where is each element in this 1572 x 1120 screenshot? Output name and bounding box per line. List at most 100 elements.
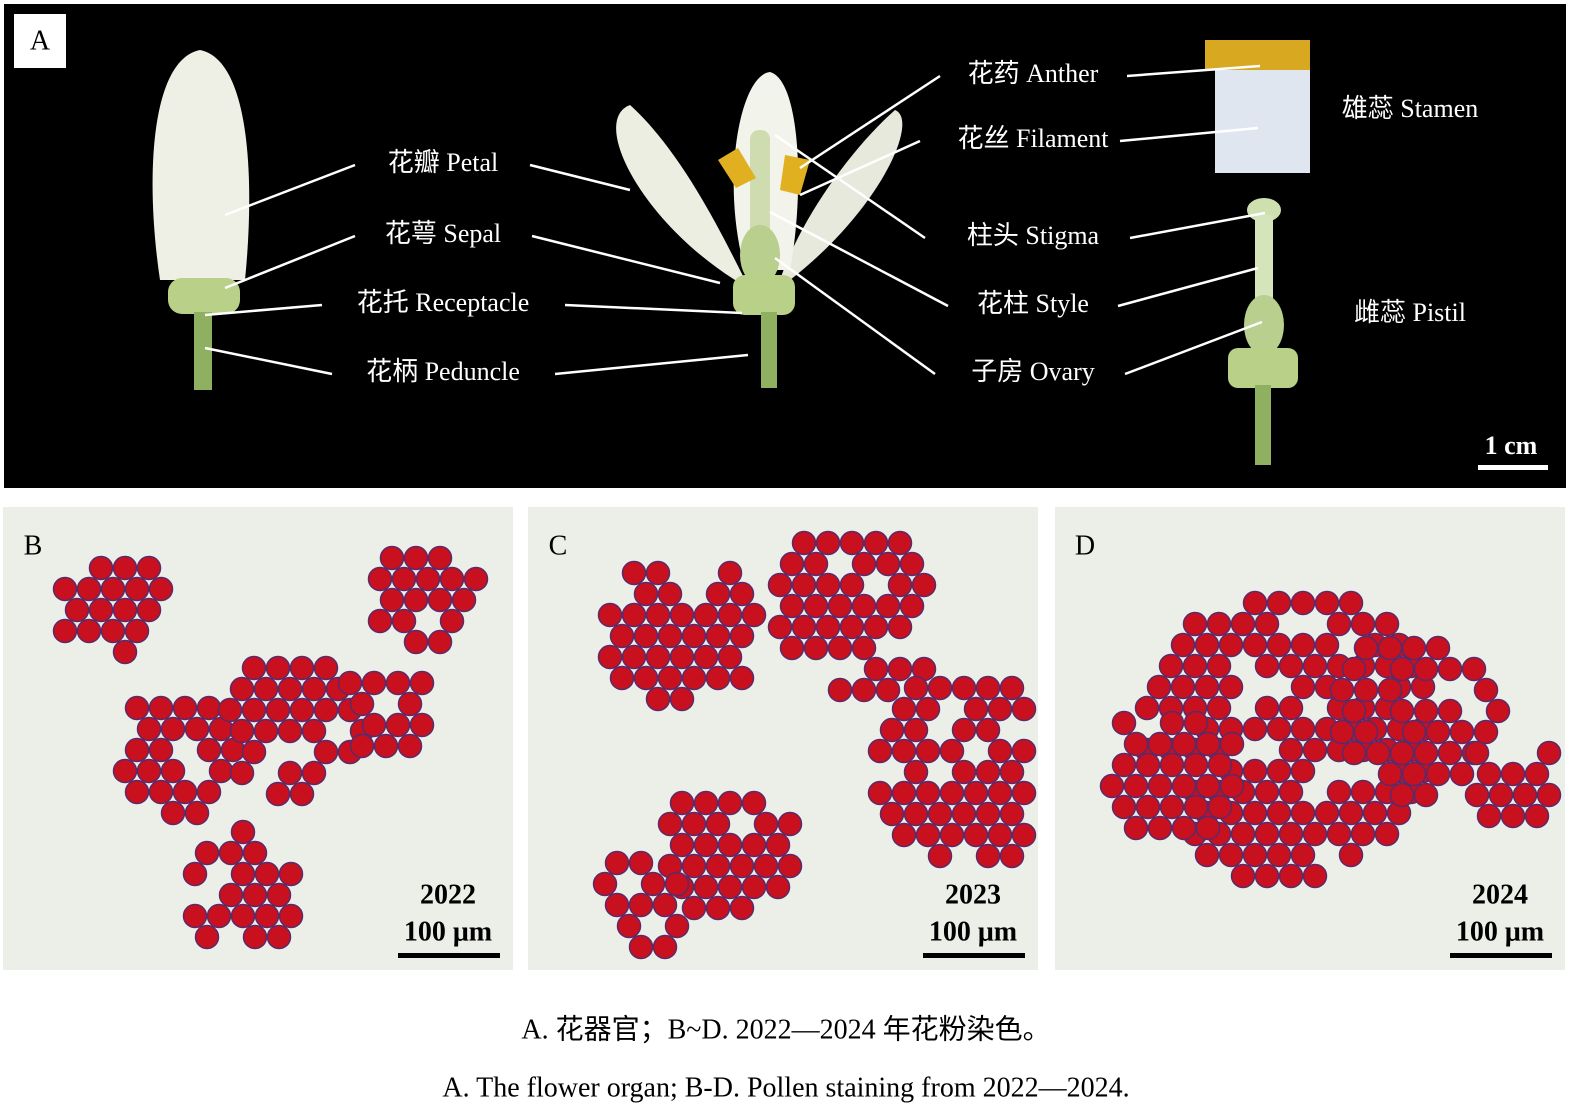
pollen-grain [633, 665, 659, 691]
pollen-grain [1278, 779, 1304, 805]
pollen-grain [1485, 698, 1511, 724]
pollen-grain [657, 811, 683, 837]
pollen-grain [705, 895, 731, 921]
pollen-grain [867, 780, 893, 806]
pollen-grain [218, 882, 244, 908]
pollen-grain [609, 665, 635, 691]
pollen-grain [160, 716, 186, 742]
pollen-grain [815, 530, 841, 556]
pollen-grain [915, 780, 941, 806]
pollen-grain [851, 551, 877, 577]
pollen-grain [1266, 716, 1292, 742]
pollen-grain [1011, 780, 1037, 806]
pollen-grain [669, 686, 695, 712]
pollen-grain [385, 670, 411, 696]
pollen-grain [975, 801, 1001, 827]
pollen-grain [633, 623, 659, 649]
pollen-grain [1476, 803, 1502, 829]
organ-label: 子房 Ovary [971, 357, 1094, 386]
organ-label: 雄蕊 Stamen [1342, 94, 1479, 123]
pollen-grain [230, 861, 256, 887]
pollen-grain [403, 545, 429, 571]
pollen-grain [1314, 800, 1340, 826]
pollen-grain [803, 593, 829, 619]
pollen-grain [439, 608, 465, 634]
scale-label: 1 cm [1485, 431, 1538, 460]
pollen-grain [1329, 677, 1355, 703]
pollen-grain [265, 781, 291, 807]
pollen-grain [621, 602, 647, 628]
scale-label: 100 μm [404, 916, 492, 947]
pollen-grain [1353, 677, 1379, 703]
pollen-grain [278, 903, 304, 929]
pollen-grain [1242, 842, 1268, 868]
pollen-grain [1524, 761, 1550, 787]
pollen-grain [1350, 821, 1376, 847]
pollen-grain [289, 781, 315, 807]
pollen-grain [839, 530, 865, 556]
pollen-grain [397, 691, 423, 717]
pollen-grain [112, 597, 138, 623]
pollen-grain [136, 716, 162, 742]
pollen-grain [1147, 773, 1173, 799]
pollen-grain [1425, 719, 1451, 745]
pollen-grain [827, 677, 853, 703]
pollen-grain [242, 924, 268, 950]
pollen-grain [903, 759, 929, 785]
pollen-grain [681, 853, 707, 879]
pollen-grain [100, 618, 126, 644]
organ-label: 花萼 Sepal [385, 219, 501, 248]
organ-label: 花柱 Style [977, 289, 1089, 318]
pollen-grain [1171, 815, 1197, 841]
pollen-grain [915, 738, 941, 764]
pollen-grain [899, 593, 925, 619]
pollen-grain [729, 895, 755, 921]
pollen-grain [1147, 731, 1173, 757]
pollen-grain [1230, 821, 1256, 847]
pollen-grain [1254, 653, 1280, 679]
pollen-grain [628, 934, 654, 960]
pollen-grain [148, 779, 174, 805]
pollen-grain [851, 677, 877, 703]
pollen-grain [427, 629, 453, 655]
pollen-grain [875, 677, 901, 703]
pollen-grain [1123, 731, 1149, 757]
pollen-grain [1413, 656, 1439, 682]
pollen-grain [657, 623, 683, 649]
pollen-grain [100, 576, 126, 602]
pollen-grain [1182, 653, 1208, 679]
pollen-grain [1278, 695, 1304, 721]
pollen-grain [1425, 635, 1451, 661]
pollen-grain [64, 597, 90, 623]
pollen-grain [975, 843, 1001, 869]
pollen-grain [1476, 761, 1502, 787]
pollen-grain [1377, 635, 1403, 661]
pollen-grain [136, 555, 162, 581]
pollen-grain [633, 581, 659, 607]
pollen-grain [903, 675, 929, 701]
pollen-grain [987, 696, 1013, 722]
pollen-grain [1326, 821, 1352, 847]
panel-label: B [24, 530, 43, 561]
pollen-grain [1389, 740, 1415, 766]
pollen-grain [194, 840, 220, 866]
pollen-grain [1242, 632, 1268, 658]
pollen-grain [229, 676, 255, 702]
pollen-grain [361, 670, 387, 696]
pollen-grain [124, 779, 150, 805]
pollen-grain [1158, 653, 1184, 679]
pollen-grain [741, 832, 767, 858]
pollen-grain [1170, 632, 1196, 658]
pollen-grain [1338, 590, 1364, 616]
pollen-grain [1278, 821, 1304, 847]
pollen-grain [1290, 842, 1316, 868]
pollen-grain [1111, 752, 1137, 778]
pollen-grain [112, 555, 138, 581]
pollen-grain [1353, 719, 1379, 745]
pollen-grain [1401, 761, 1427, 787]
pollen-grain [1389, 698, 1415, 724]
pollen-grain [863, 656, 889, 682]
pollen-grain [254, 861, 280, 887]
pollen-grain [1302, 653, 1328, 679]
pollen-grain [1159, 752, 1185, 778]
